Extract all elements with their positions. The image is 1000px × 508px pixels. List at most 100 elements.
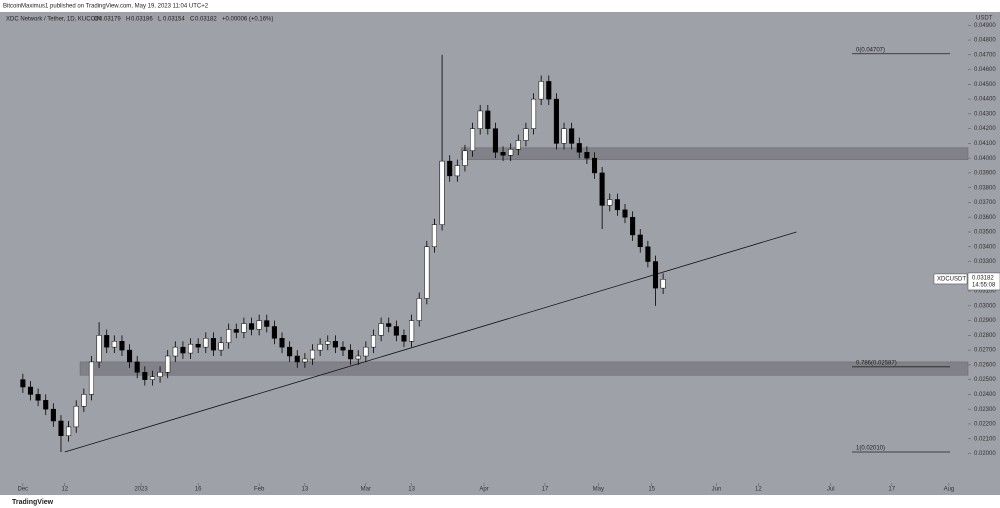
candle-body — [302, 358, 308, 363]
candle-body — [104, 335, 110, 348]
candle-body — [172, 346, 178, 357]
candle-body — [500, 152, 506, 156]
candle-body — [431, 224, 437, 248]
fib-label: 1(0.02010) — [856, 446, 885, 452]
fib-label: 0(0.04707) — [856, 47, 885, 53]
candle-body — [332, 341, 338, 348]
candle-body — [607, 199, 613, 206]
y-tick-label: 0.03000 — [974, 303, 996, 309]
candle-body — [119, 341, 125, 351]
candle-body — [508, 149, 514, 156]
candle-body — [393, 326, 399, 336]
x-tick-label: 13 — [408, 487, 415, 493]
candle-body — [637, 234, 643, 248]
candle-body — [660, 278, 666, 289]
candle-body — [370, 335, 377, 348]
candle-body — [218, 342, 224, 351]
x-tick-label: Mar — [361, 487, 371, 493]
candle-body — [264, 320, 270, 327]
candle-body — [386, 323, 392, 327]
price-tag — [967, 272, 1000, 291]
candle-body — [96, 335, 102, 363]
y-tick-label: 0.02900 — [974, 318, 996, 324]
candle-body — [531, 98, 537, 129]
y-tick-label: 0.03500 — [974, 230, 996, 236]
x-tick-label: 12 — [755, 487, 762, 493]
candle-body — [477, 110, 483, 129]
candle-body — [569, 128, 575, 144]
candle-body — [454, 165, 460, 177]
candle-body — [241, 323, 247, 333]
candle-body — [271, 326, 277, 339]
y-tick-label: 0.04700 — [974, 52, 996, 58]
candle-body — [309, 349, 316, 360]
legend-symbol: XDC Network / Tether, 1D, KUCOIN — [6, 17, 101, 23]
x-tick-label: Apr — [479, 487, 488, 493]
y-tick-label: 0.04300 — [974, 111, 996, 117]
x-tick-label: Jun — [712, 487, 722, 493]
y-tick-label: 0.02600 — [974, 362, 996, 368]
y-tick-label: 0.03800 — [974, 185, 996, 191]
y-unit: USDT — [976, 16, 993, 22]
candle-body — [226, 329, 232, 343]
legend-value: 0.03182 — [195, 17, 217, 23]
legend: XDC Network / Tether, 1D, KUCOIN — [6, 17, 101, 23]
candle-body — [355, 355, 361, 360]
symbol-tag — [933, 273, 968, 285]
y-tick-label: 0.04200 — [974, 126, 996, 132]
candle-body — [622, 209, 628, 218]
legend-label: L — [158, 17, 162, 23]
candle-body — [447, 160, 453, 177]
x-tick-label: 12 — [61, 487, 68, 493]
candle-body — [20, 379, 26, 388]
candle-body — [58, 420, 64, 437]
candle-body — [203, 338, 209, 348]
candle-body — [50, 408, 56, 422]
candle-body — [35, 394, 41, 401]
time-axis — [0, 483, 1000, 495]
x-tick-label: 16 — [195, 487, 202, 493]
candle-body — [149, 376, 155, 380]
footer: TradingView — [12, 499, 54, 506]
legend-label: O — [94, 17, 99, 23]
candle-body — [88, 361, 95, 395]
legend-label: C — [190, 17, 195, 23]
price-tag-label: 0.03182 — [972, 276, 994, 282]
y-tick-label: 0.02200 — [974, 422, 996, 428]
candle-body — [66, 426, 72, 437]
candle-body — [614, 199, 620, 211]
candle-body — [111, 341, 117, 348]
candle-body — [409, 320, 415, 342]
candle-body — [652, 261, 659, 289]
candle-body — [81, 394, 87, 407]
y-tick-label: 0.03700 — [974, 200, 996, 206]
candle-body — [599, 172, 605, 206]
y-tick-label: 0.02800 — [974, 333, 996, 339]
countdown-label: 14:55:08 — [972, 283, 996, 289]
support-resistance-zone — [460, 147, 969, 160]
x-tick-label: 15 — [648, 487, 655, 493]
symbol-tag-label: XDCUSDT — [937, 277, 966, 283]
candle-body — [439, 160, 445, 225]
legend-value: 0.03154 — [163, 17, 185, 23]
candle-body — [492, 128, 498, 153]
candle-body — [546, 81, 552, 100]
x-tick-label: Jul — [827, 487, 835, 493]
y-tick-label: 0.02300 — [974, 407, 996, 413]
y-tick-label: 0.04000 — [974, 156, 996, 162]
y-tick-label: 0.02700 — [974, 348, 996, 354]
y-tick-label: 0.02100 — [974, 436, 996, 442]
candle-body — [645, 246, 651, 262]
candle-body — [165, 355, 171, 373]
candle-body — [210, 338, 216, 351]
legend-change: +0.00006 (+0.16%) — [222, 17, 273, 23]
y-tick-label: 0.03600 — [974, 215, 996, 221]
candle-body — [127, 349, 133, 363]
fib-label: 0.786(0.02587) — [856, 360, 897, 366]
candle-body — [279, 338, 285, 348]
candle-body — [287, 346, 293, 357]
x-tick-label: 2023 — [134, 487, 148, 493]
legend-label: H — [126, 17, 130, 23]
candle-body — [363, 346, 369, 357]
